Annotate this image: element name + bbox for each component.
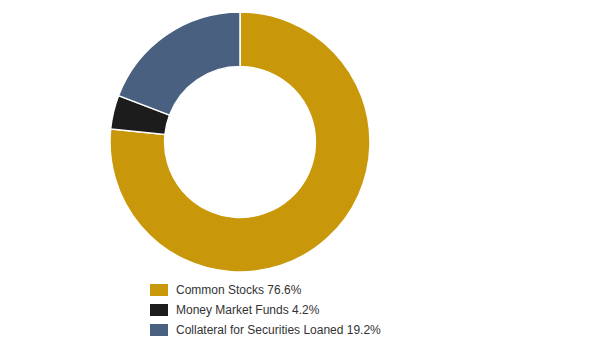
- legend-item: Common Stocks 76.6%: [150, 283, 302, 297]
- donut-slice: [110, 12, 370, 272]
- donut-slice: [119, 12, 240, 115]
- donut: [110, 12, 370, 272]
- legend-label: Money Market Funds 4.2%: [176, 303, 320, 317]
- legend-swatch: [150, 324, 168, 336]
- chart-svg: Common Stocks 76.6% Money Market Funds 4.…: [0, 0, 600, 360]
- legend-swatch: [150, 304, 168, 316]
- legend: Common Stocks 76.6% Money Market Funds 4.…: [150, 283, 381, 337]
- legend-swatch: [150, 284, 168, 296]
- legend-label: Common Stocks 76.6%: [176, 283, 302, 297]
- legend-item: Collateral for Securities Loaned 19.2%: [150, 323, 381, 337]
- chart-container: Common Stocks 76.6% Money Market Funds 4.…: [0, 0, 600, 360]
- legend-item: Money Market Funds 4.2%: [150, 303, 320, 317]
- legend-label: Collateral for Securities Loaned 19.2%: [176, 323, 381, 337]
